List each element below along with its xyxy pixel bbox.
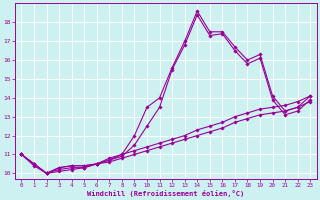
X-axis label: Windchill (Refroidissement éolien,°C): Windchill (Refroidissement éolien,°C) [87,190,244,197]
